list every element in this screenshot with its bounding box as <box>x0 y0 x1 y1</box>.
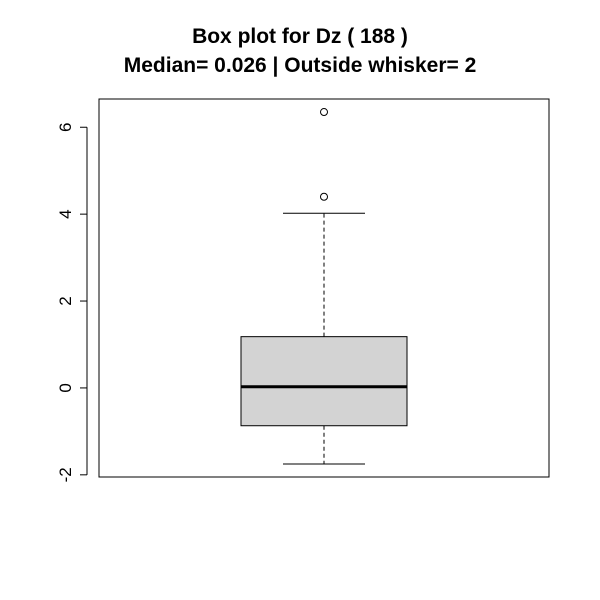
chart-title: Box plot for Dz ( 188 ) <box>192 25 408 48</box>
y-axis: -2 0 2 4 6 <box>56 123 88 482</box>
chart-subtitle: Median= 0.026 | Outside whisker= 2 <box>123 54 477 77</box>
outlier-point <box>320 108 328 117</box>
y-tick-label: 6 <box>56 123 75 132</box>
plot-frame <box>98 98 550 478</box>
y-tick-label: 2 <box>56 296 75 305</box>
iqr-box <box>240 336 408 427</box>
y-tick-label: 4 <box>56 209 75 218</box>
box-group <box>240 108 408 465</box>
outlier-point <box>320 192 328 201</box>
y-tick-label: 0 <box>56 383 75 392</box>
y-tick-label: -2 <box>56 467 75 482</box>
